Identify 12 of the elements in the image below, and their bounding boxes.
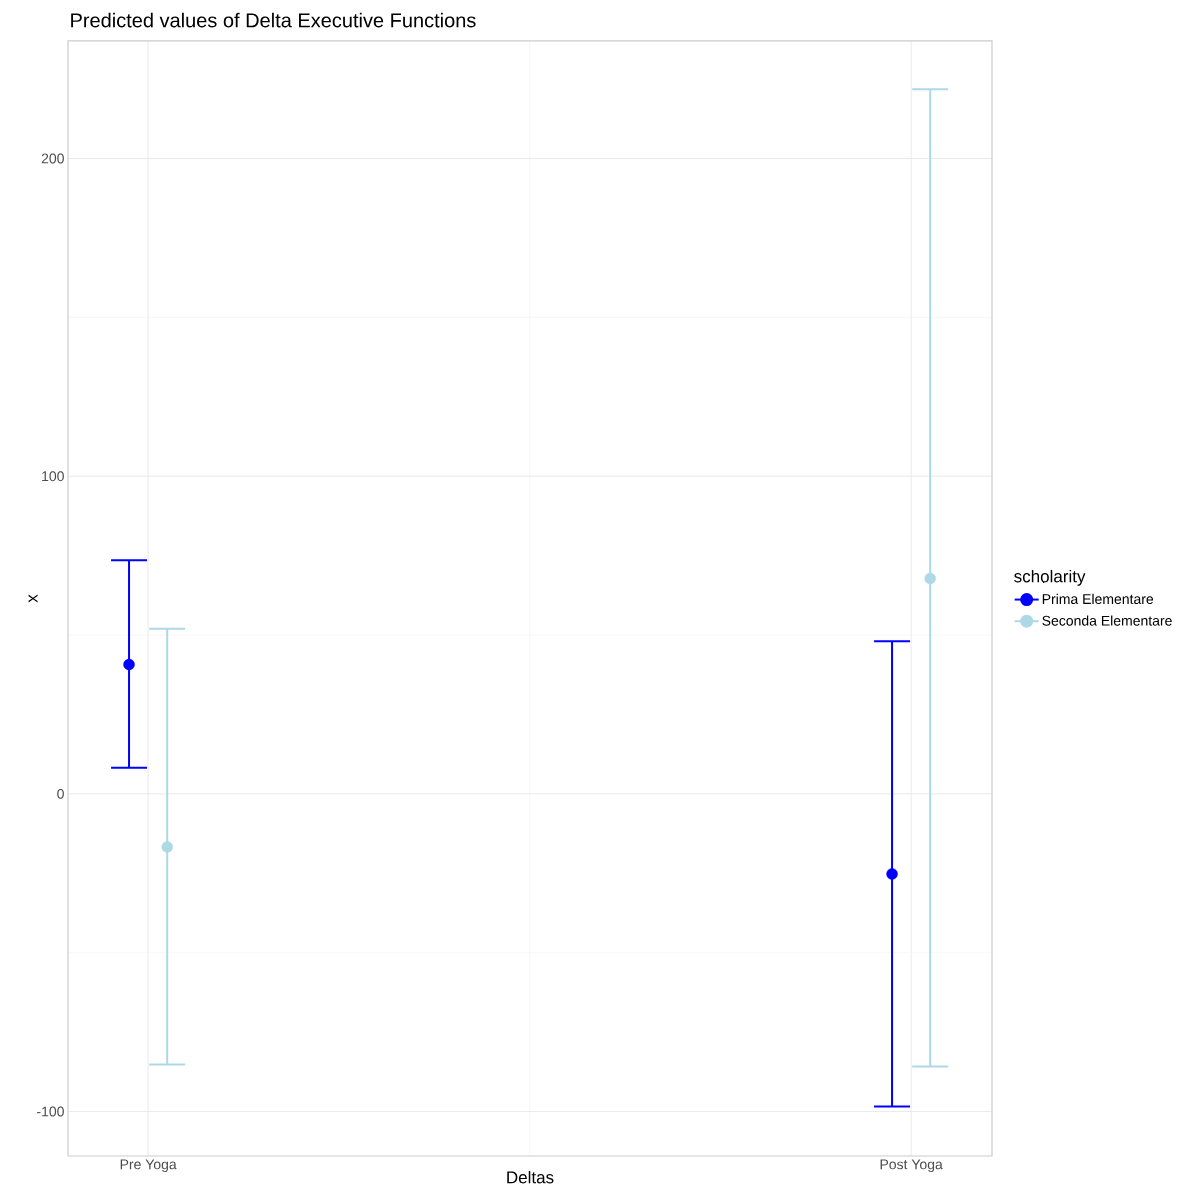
legend-title: scholarity: [1014, 569, 1086, 586]
chart-title: Predicted values of Delta Executive Functions: [71, 12, 476, 28]
y-tick-label: 200: [41, 153, 64, 164]
legend-label: Prima Elementare: [1042, 593, 1154, 605]
y-tick-label: 100: [42, 471, 64, 482]
legend-label: Seconda Elementare: [1042, 615, 1172, 626]
y-tick-label: 0: [57, 788, 64, 799]
x-tick-label: Post Yoga: [880, 1159, 943, 1173]
x-tick-label: Pre Yoga: [120, 1159, 177, 1173]
y-axis-title: x: [28, 594, 38, 603]
y-tick-label: -100: [37, 1106, 64, 1117]
x-axis-title: Deltas: [507, 1170, 554, 1184]
